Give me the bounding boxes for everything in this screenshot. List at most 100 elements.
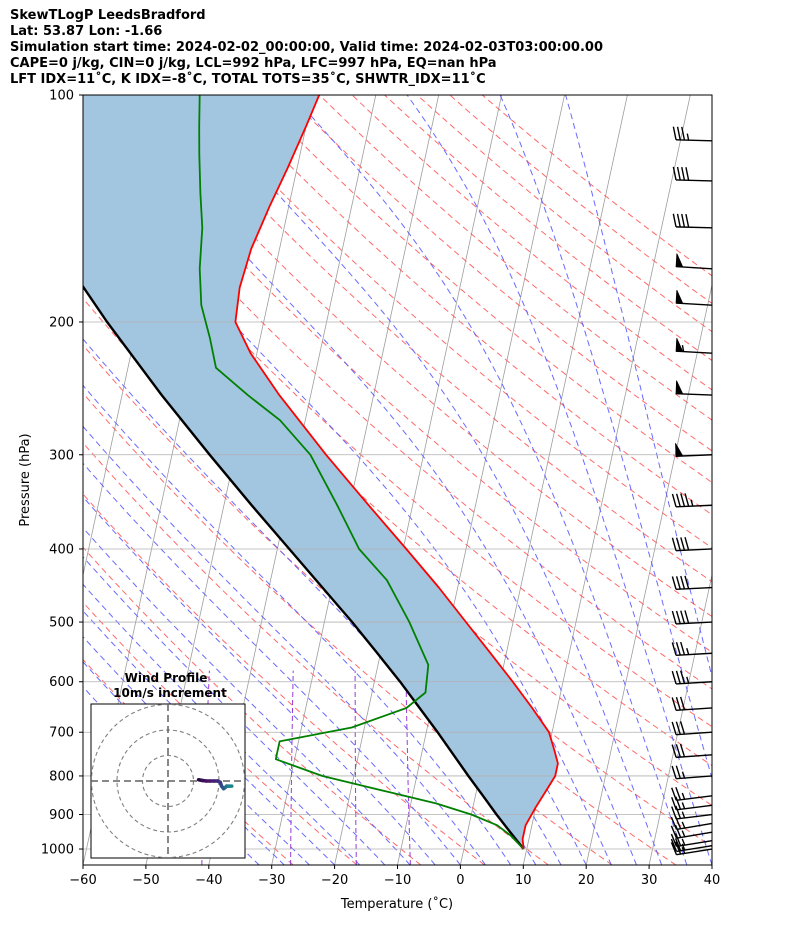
barb-staff bbox=[676, 831, 713, 839]
wind-barb bbox=[671, 493, 713, 508]
barb-flag bbox=[675, 338, 684, 353]
barb-half bbox=[690, 499, 694, 507]
dry-adiabat bbox=[83, 297, 712, 848]
y-tick-label: 500 bbox=[49, 616, 74, 631]
x-axis-label: Temperature (˚C) bbox=[340, 896, 453, 912]
barb-staff bbox=[676, 822, 713, 831]
dry-adiabat bbox=[83, 208, 712, 767]
moist-adiabat bbox=[83, 462, 461, 865]
barb-full bbox=[680, 641, 686, 656]
barb-staff bbox=[676, 845, 713, 853]
dry-adiabat bbox=[83, 493, 485, 865]
barb-full bbox=[670, 816, 678, 830]
moist-adiabat bbox=[83, 496, 436, 865]
wind-barb bbox=[670, 841, 713, 856]
barb-half bbox=[681, 838, 686, 846]
hodograph-subtitle: 10m/s increment bbox=[113, 686, 227, 700]
barb-staff bbox=[676, 795, 713, 801]
wind-barb bbox=[671, 743, 713, 759]
barb-full bbox=[671, 787, 677, 801]
barb-full bbox=[671, 806, 677, 820]
dry-adiabat bbox=[91, 95, 712, 653]
barb-full bbox=[684, 537, 690, 551]
barb-full bbox=[680, 610, 686, 624]
barb-full bbox=[670, 842, 678, 855]
barb-full bbox=[684, 575, 690, 589]
barb-staff bbox=[676, 652, 713, 657]
barb-full bbox=[679, 721, 686, 735]
barb-staff bbox=[676, 775, 713, 780]
dry-adiabat bbox=[156, 95, 712, 583]
barb-full bbox=[679, 743, 686, 757]
barb-full bbox=[674, 838, 682, 852]
barb-staff bbox=[675, 226, 713, 229]
moist-adiabat bbox=[187, 95, 663, 865]
chart-title: SkewTLogP LeedsBradford bbox=[10, 8, 206, 23]
moist-adiabat bbox=[83, 610, 335, 865]
barb-full bbox=[675, 796, 682, 810]
barb-half bbox=[681, 821, 686, 829]
isotherm bbox=[648, 573, 712, 865]
sounding-profiles bbox=[83, 95, 559, 850]
x-tick-label: −30 bbox=[258, 873, 285, 888]
barb-full bbox=[671, 537, 677, 551]
dry-adiabat bbox=[83, 546, 422, 865]
barb-half bbox=[681, 344, 685, 352]
barb-full bbox=[675, 786, 682, 800]
dry-adiabat bbox=[83, 165, 712, 728]
x-tick-label: −50 bbox=[132, 873, 159, 888]
isotherm bbox=[711, 863, 712, 865]
barb-full bbox=[670, 833, 678, 847]
barb-full bbox=[675, 670, 681, 684]
barb-full bbox=[675, 493, 681, 507]
cape-area bbox=[83, 95, 558, 849]
barb-half bbox=[681, 830, 686, 838]
wind-barb bbox=[672, 166, 713, 182]
barb-full bbox=[671, 697, 677, 711]
barb-full bbox=[679, 670, 686, 684]
wind-barb bbox=[671, 670, 713, 685]
barb-staff bbox=[676, 754, 713, 759]
barb-full bbox=[675, 576, 681, 590]
barb-full bbox=[672, 213, 677, 228]
barb-full bbox=[675, 721, 681, 735]
barb-staff bbox=[675, 179, 713, 182]
barb-half bbox=[681, 802, 686, 809]
barb-full bbox=[671, 796, 677, 811]
dry-adiabat bbox=[384, 95, 712, 362]
barb-full bbox=[670, 825, 678, 839]
barb-full bbox=[684, 610, 690, 624]
barb-flag bbox=[675, 443, 684, 457]
wind-barb bbox=[671, 805, 713, 820]
barb-full bbox=[671, 576, 677, 590]
cape-shading bbox=[83, 95, 558, 849]
x-tick-label: −60 bbox=[69, 873, 96, 888]
barb-full bbox=[684, 493, 690, 507]
barb-staff bbox=[676, 621, 713, 625]
wind-barb bbox=[670, 833, 713, 848]
moist-adiabat bbox=[565, 95, 712, 679]
stability-indices: LFT IDX=11˚C, K IDX=-8˚C, TOTAL TOTS=35˚… bbox=[10, 72, 486, 87]
barb-full bbox=[672, 126, 677, 140]
wind-barb bbox=[671, 796, 713, 811]
barb-full bbox=[675, 537, 681, 551]
y-tick-label: 200 bbox=[49, 315, 74, 330]
wind-barb bbox=[670, 816, 713, 831]
barb-full bbox=[679, 696, 686, 710]
barb-staff bbox=[676, 586, 713, 591]
mixing-ratio-line bbox=[290, 670, 294, 865]
x-tick-label: −40 bbox=[195, 873, 222, 888]
barb-staff bbox=[676, 548, 713, 552]
moist-adiabat bbox=[103, 95, 637, 865]
barb-full bbox=[675, 610, 681, 624]
dry-adiabat bbox=[188, 95, 712, 549]
x-tick-label: 20 bbox=[578, 873, 595, 888]
barb-staff bbox=[676, 804, 713, 811]
dry-adiabat bbox=[83, 392, 613, 865]
barb-full bbox=[671, 744, 677, 758]
barb-full bbox=[676, 126, 681, 141]
hodograph-title: Wind Profile bbox=[125, 671, 208, 685]
barb-flag bbox=[675, 289, 684, 304]
wind-barb bbox=[675, 443, 713, 457]
